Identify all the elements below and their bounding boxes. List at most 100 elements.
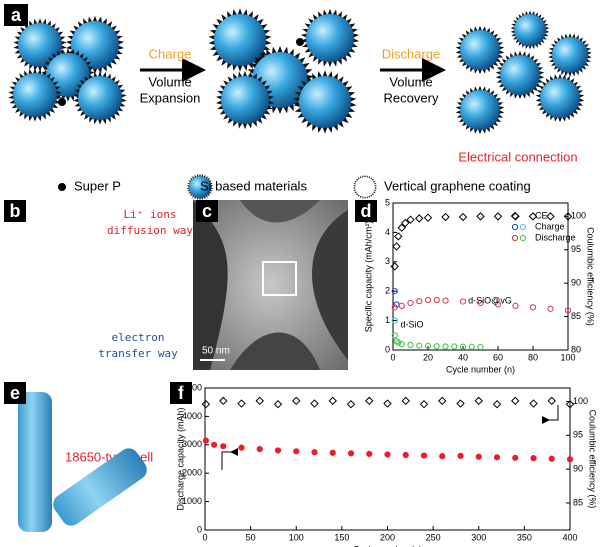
point	[402, 451, 409, 459]
point	[274, 447, 282, 454]
si-particle	[13, 73, 57, 117]
x-tick-label: 40	[458, 352, 468, 362]
si-particle	[299, 76, 351, 128]
x-tick-label: 20	[423, 352, 433, 362]
point	[511, 396, 520, 406]
panel-b	[0, 200, 190, 370]
x-tick-label: 350	[517, 532, 532, 542]
panel-label: e	[10, 383, 20, 403]
panel-label: a	[11, 5, 22, 25]
point	[401, 218, 410, 228]
point	[256, 445, 263, 453]
x-tick-label: 100	[289, 532, 304, 542]
battery	[18, 392, 52, 532]
legend-marker	[519, 234, 527, 242]
point	[442, 343, 449, 350]
label-box	[4, 382, 26, 404]
point	[456, 399, 465, 408]
point	[415, 214, 424, 223]
legend-label: CE	[535, 210, 548, 220]
y-tick-label: 0	[385, 344, 390, 354]
point	[406, 215, 415, 224]
point	[475, 453, 482, 460]
point	[433, 343, 440, 350]
point	[424, 342, 432, 349]
si-particle	[514, 14, 546, 46]
point	[441, 212, 450, 222]
point	[346, 400, 356, 409]
x-tick-label: 250	[426, 532, 441, 542]
si-particle	[460, 30, 500, 70]
point	[530, 455, 537, 462]
x-tick-label: 0	[202, 532, 207, 542]
point	[459, 298, 467, 305]
label-box	[4, 200, 26, 222]
point	[493, 454, 501, 461]
legend-marker	[511, 234, 519, 242]
point	[391, 304, 398, 311]
y2-tick-label: 95	[571, 244, 581, 254]
point	[512, 302, 519, 309]
point	[423, 213, 433, 222]
point	[468, 343, 475, 350]
text: Volume	[148, 74, 191, 89]
point	[565, 400, 575, 409]
point	[492, 400, 502, 409]
point	[384, 451, 391, 458]
point	[255, 396, 264, 406]
point	[438, 396, 447, 406]
point	[329, 449, 336, 456]
y-axis-title: Discharge capacity (mAh)	[175, 407, 185, 510]
si-particle	[460, 90, 500, 130]
panel-label: d	[361, 201, 372, 221]
x-axis-title: Cycle number (n)	[446, 364, 515, 374]
legend-marker	[511, 223, 519, 231]
si-particle	[189, 176, 211, 198]
legend-label: Discharge	[535, 232, 576, 242]
point	[528, 212, 538, 221]
point	[392, 242, 401, 251]
point	[365, 396, 374, 406]
point	[211, 441, 218, 448]
point	[439, 453, 446, 460]
point	[220, 443, 227, 450]
panel-label: c	[202, 201, 212, 221]
point	[459, 343, 467, 350]
panel-label: b	[10, 201, 21, 221]
x-axis-title: Cycle number (n)	[353, 544, 422, 547]
point	[566, 456, 574, 463]
x-tick-label: 60	[493, 352, 503, 362]
point	[273, 400, 283, 409]
point	[238, 444, 245, 451]
y2-tick-label: 95	[573, 430, 583, 440]
point	[457, 452, 464, 459]
point	[366, 450, 373, 457]
point	[237, 399, 246, 408]
point	[393, 338, 400, 345]
ring-center	[355, 177, 375, 197]
point	[395, 339, 402, 346]
point	[202, 437, 210, 444]
point	[547, 396, 556, 406]
point	[474, 396, 483, 406]
point	[394, 232, 403, 241]
y-tick-label: 4	[385, 227, 390, 237]
point	[419, 400, 429, 409]
scale-label: 50 nm	[202, 346, 230, 357]
point	[391, 332, 398, 339]
point	[293, 448, 300, 455]
si-particle	[540, 78, 580, 118]
si-particle	[78, 76, 122, 120]
legend-label: Charge	[535, 221, 565, 231]
y-tick-label: 2	[385, 286, 390, 296]
y2-tick-label: 100	[571, 211, 586, 221]
y2-tick-label: 85	[573, 497, 583, 507]
y-axis-title: Specific capacity (mAh/cm²)	[363, 221, 373, 333]
axis-arrow	[221, 448, 238, 470]
super-p	[296, 38, 304, 46]
x-tick-label: 200	[380, 532, 395, 542]
point	[529, 304, 537, 311]
label-box	[170, 382, 192, 404]
point	[401, 396, 410, 406]
